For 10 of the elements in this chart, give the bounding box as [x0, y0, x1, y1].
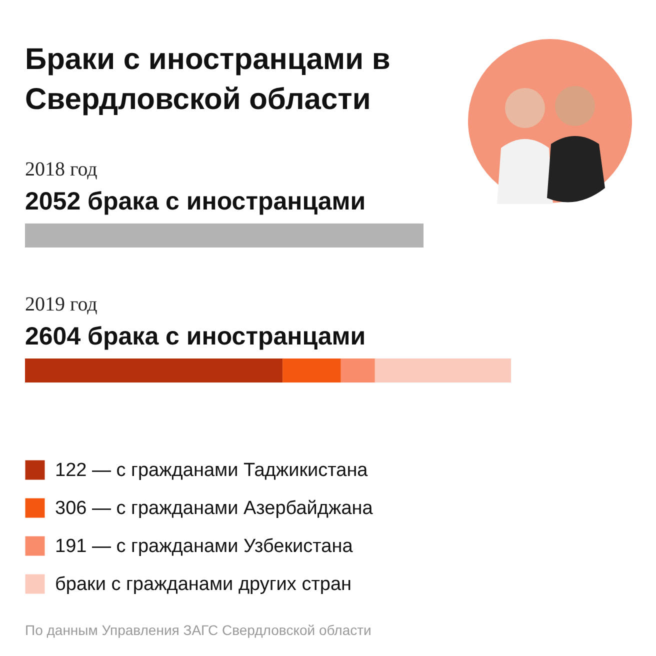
- legend-label: 122 — с гражданами Таджикистана: [55, 460, 368, 481]
- text: По данным Управления ЗАГС Свердловской области: [25, 622, 372, 638]
- y-tick-label: 2018 год: [25, 158, 98, 180]
- legend-label: 191 — с гражданами Узбекистана: [55, 536, 354, 557]
- legend-label: браки с гражданами других стран: [55, 574, 352, 595]
- annotation: 2604 брака с иностранцами: [25, 322, 366, 350]
- chart-title: Браки с иностранцами в Свердловской области: [25, 42, 392, 118]
- y-tick-label: 2019 год: [25, 294, 98, 316]
- legend-label: 306 — с гражданами Азербайджана: [55, 498, 374, 519]
- annotation: 2052 брака с иностранцами: [25, 188, 366, 216]
